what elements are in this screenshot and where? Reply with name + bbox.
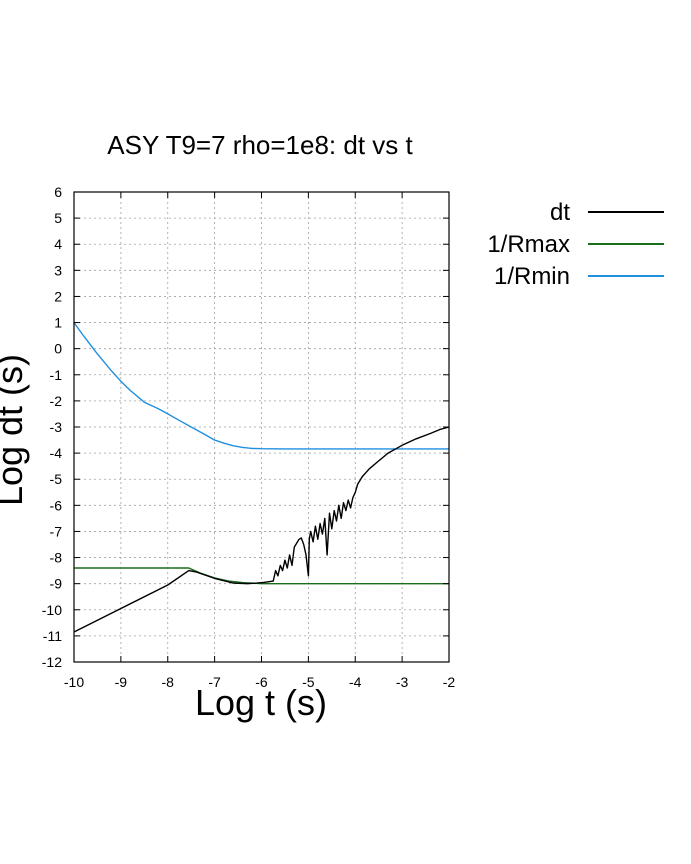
x-tick-label: -8 <box>162 674 175 690</box>
x-axis-label: Log t (s) <box>195 682 327 723</box>
x-tick-label: -3 <box>396 674 409 690</box>
y-tick-label: -2 <box>50 393 63 409</box>
x-tick-label: -9 <box>115 674 128 690</box>
series-line-1-rmax <box>74 567 449 585</box>
y-axis-label: Log dt (s) <box>0 354 30 506</box>
y-tick-label: 6 <box>54 184 62 200</box>
chart-title: ASY T9=7 rho=1e8: dt vs t <box>107 130 413 160</box>
grid <box>74 192 449 662</box>
x-tick-label: -10 <box>64 674 84 690</box>
y-tick-label: -9 <box>50 576 63 592</box>
y-tick-label: 1 <box>54 315 62 331</box>
x-tick-label: -5 <box>302 674 315 690</box>
x-tick-label: -4 <box>349 674 362 690</box>
y-tick-label: -6 <box>50 497 63 513</box>
y-tick-label: -8 <box>50 550 63 566</box>
y-tick-label: 5 <box>54 210 62 226</box>
x-tick-label: -2 <box>443 674 456 690</box>
y-tick-label: -10 <box>42 602 62 618</box>
y-tick-label: -11 <box>43 628 62 644</box>
legend-label: dt <box>550 199 570 226</box>
y-tick-labels: 6 5 4 3 2 1 0 -1 -2 -3 -4 -5 -6 -7 -8 -9 -10 -11 -12 <box>42 184 62 670</box>
x-tick-label: -6 <box>255 674 268 690</box>
y-tick-label: -12 <box>42 654 62 670</box>
legend: dt 1/Rmax 1/Rmin <box>487 199 664 290</box>
y-tick-label: -1 <box>50 367 63 383</box>
x-tick-label: -7 <box>208 674 221 690</box>
y-tick-label: -7 <box>50 523 63 539</box>
y-tick-label: 4 <box>54 236 62 252</box>
series-layer <box>73 322 450 633</box>
y-tick-label: -3 <box>50 419 63 435</box>
y-tick-label: -4 <box>50 445 63 461</box>
ticks <box>73 191 450 663</box>
legend-label: 1/Rmax <box>487 231 570 258</box>
y-tick-label: 0 <box>54 341 62 357</box>
x-tick-labels: -10 -9 -8 -7 -6 -5 -4 -3 -2 <box>64 674 456 690</box>
y-tick-label: 2 <box>54 288 62 304</box>
y-tick-label: -5 <box>50 471 63 487</box>
y-tick-label: 3 <box>54 262 62 278</box>
series-line-dt <box>73 426 450 633</box>
series-line-1-rmin <box>73 322 449 450</box>
legend-label: 1/Rmin <box>494 263 570 290</box>
